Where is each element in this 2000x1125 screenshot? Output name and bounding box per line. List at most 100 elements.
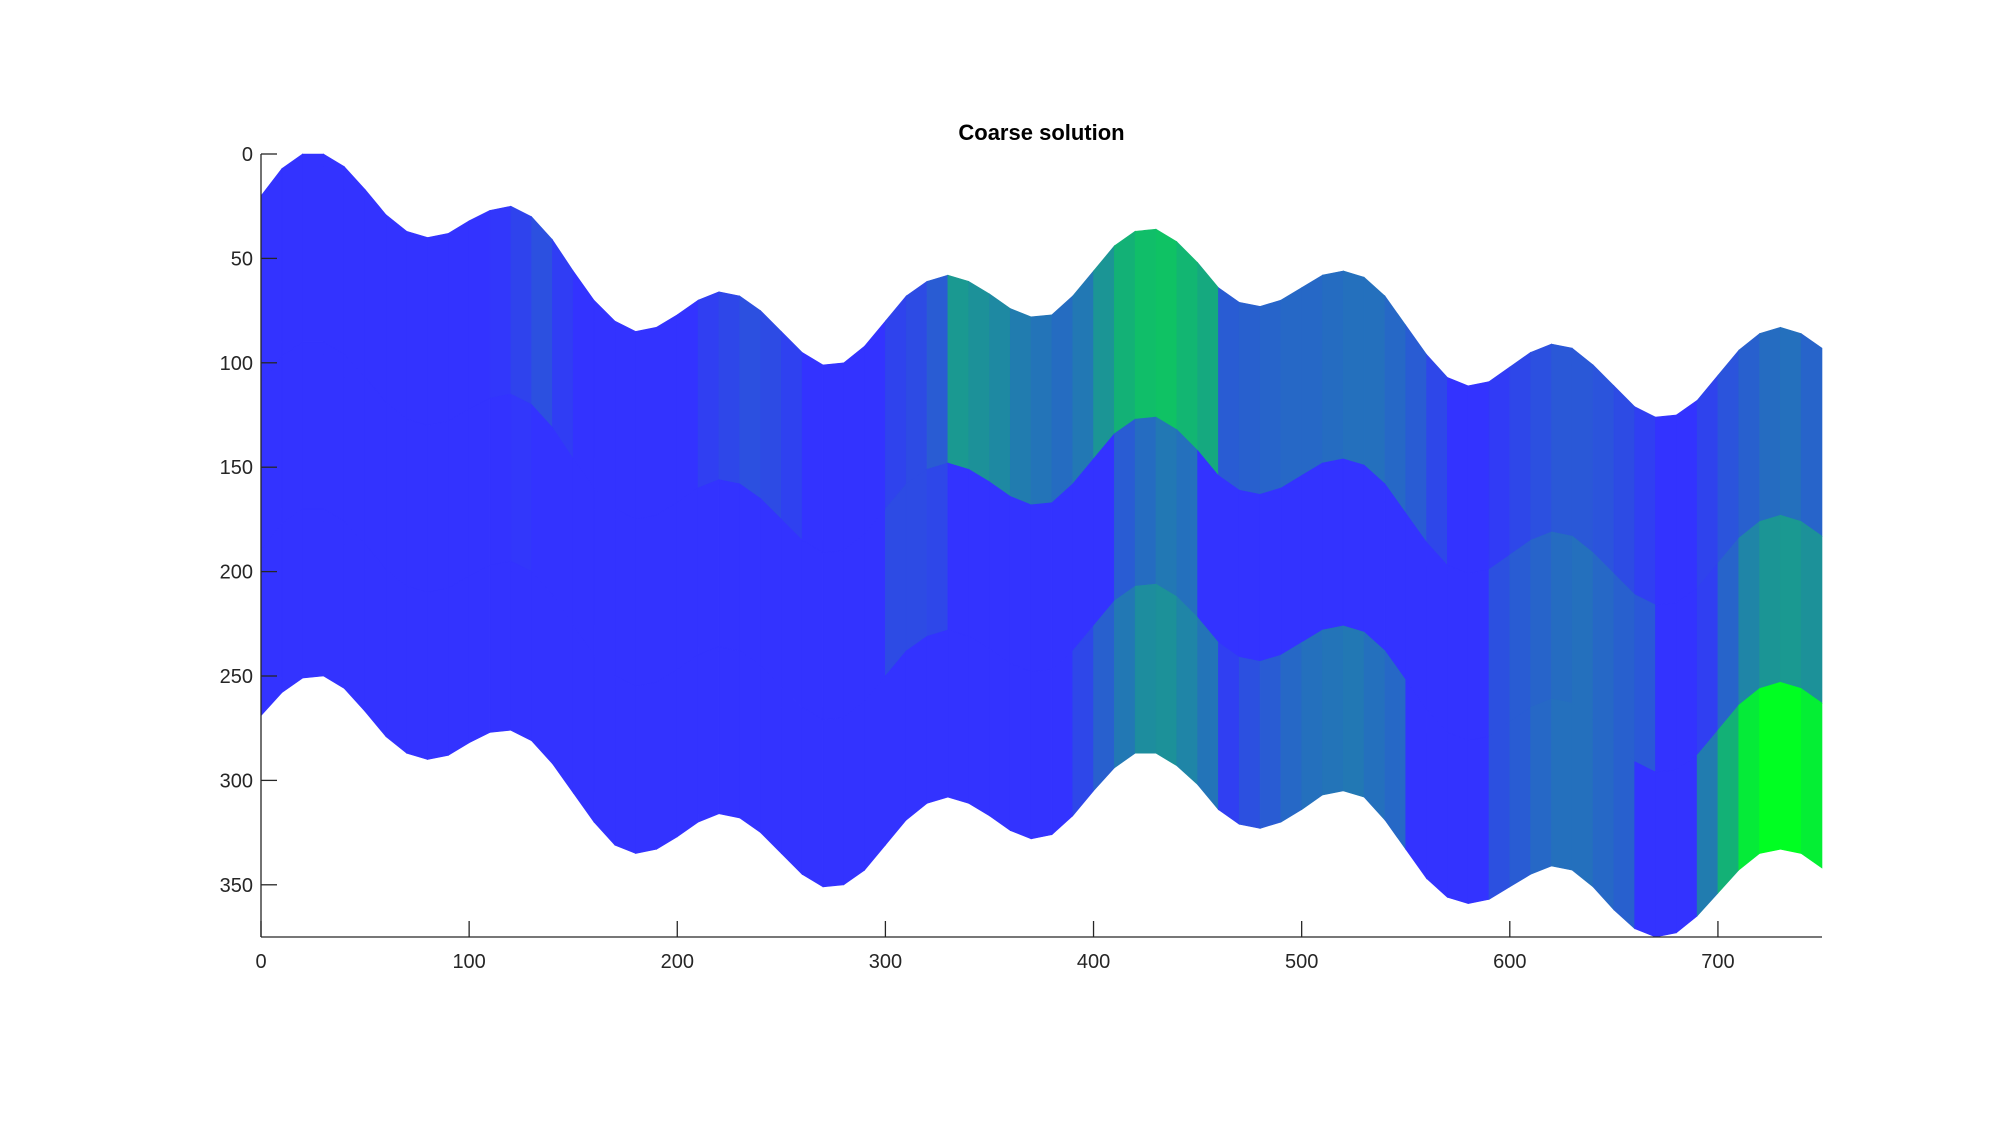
heatmap-cell [1800,332,1823,537]
heatmap-cell [531,403,553,596]
heatmap-cell [385,568,407,754]
heatmap-cell [1447,376,1469,575]
heatmap-cell [947,629,969,804]
heatmap-cell [1009,308,1032,506]
heatmap-cell [760,497,782,688]
heatmap-cell [1509,706,1531,888]
heatmap-cell [489,393,512,566]
heatmap-cell [676,654,699,838]
y-tick-label: 350 [220,875,253,897]
heatmap-cell [1696,562,1719,757]
heatmap-cell [1405,679,1427,880]
heatmap-cell [1405,324,1427,544]
x-tick-label: 300 [869,951,902,973]
heatmap-cell [1197,449,1219,644]
heatmap-cell [1322,270,1344,464]
heatmap-cell [926,462,949,637]
heatmap-cell [510,393,532,573]
heatmap-cell [323,508,345,690]
heatmap-cell [947,274,969,470]
heatmap-cell [489,205,512,399]
heatmap-cell [1447,564,1469,742]
heatmap-cell [1301,629,1323,811]
heatmap-cell [739,295,761,500]
heatmap-cell [1676,754,1698,934]
heatmap-cell [364,188,387,404]
y-tick-label: 50 [231,248,253,270]
heatmap-cell [468,397,491,577]
heatmap-cell [905,468,928,652]
heatmap-cell [1384,482,1407,682]
heatmap-cells [260,153,1823,938]
heatmap-cell [989,481,1011,665]
heatmap-cell [1509,539,1531,723]
heatmap-cell [510,205,532,406]
heatmap-cell [968,635,990,817]
heatmap-cell [885,650,907,846]
heatmap-cell [1322,625,1344,796]
heatmap-cell [718,291,741,485]
heatmap-cell [1363,464,1386,652]
heatmap-cell [1488,366,1511,571]
heatmap-cell [905,635,928,821]
heatmap-cell [1134,228,1157,420]
heatmap-cell [1218,287,1240,491]
heatmap-cell [1759,326,1781,522]
heatmap-cell [1197,261,1219,477]
heatmap-cell [1363,631,1386,821]
heatmap-cell [968,280,990,483]
heatmap-cell [697,291,720,489]
heatmap-cell [1238,489,1261,662]
heatmap-cell [822,717,845,888]
y-tick-label: 200 [220,562,253,584]
heatmap-cell [697,479,720,656]
heatmap-cell [593,299,616,510]
heatmap-cell [864,675,886,872]
heatmap-cell [781,518,803,709]
heatmap-cell [1530,698,1552,875]
heatmap-cell [1384,295,1407,515]
heatmap-cell [364,543,387,738]
x-tick-label: 0 [255,951,266,973]
heatmap-cell [1363,276,1386,485]
heatmap-cell [1592,364,1615,575]
y-tick-label: 150 [220,457,253,479]
heatmap-cell [1030,669,1053,840]
heatmap-cell [1093,245,1115,460]
heatmap-cell [1551,531,1573,704]
heatmap-cell [989,293,1011,498]
heatmap-cell [635,326,657,520]
heatmap-cell [676,487,699,671]
heatmap-cell [1551,343,1573,537]
heatmap-cell [1134,416,1157,587]
heatmap-cell [1072,625,1094,817]
heatmap-cell [1030,502,1053,673]
heatmap-cell [1467,736,1490,904]
heatmap-cell [822,362,845,554]
heatmap-cell [1759,681,1781,854]
heatmap-cell [1342,270,1365,466]
heatmap-cell [552,593,574,794]
heatmap-cell [364,376,387,571]
heatmap-cell [905,280,928,485]
heatmap-cell [1259,487,1282,662]
heatmap-cell [739,483,761,667]
heatmap-cell [1634,761,1656,938]
heatmap-cell [323,153,345,355]
heatmap-cell [1571,535,1594,721]
heatmap-cell [1114,585,1136,769]
heatmap-cell [864,508,886,702]
heatmap-cell [510,560,532,742]
heatmap-cell [260,355,283,552]
heatmap-cell [552,238,574,460]
heatmap-cell [281,508,303,694]
heatmap-cell [1238,301,1261,495]
heatmap-cell [448,220,470,422]
x-tick-label: 700 [1701,951,1734,973]
heatmap-cell [1114,230,1136,435]
heatmap-cell [1551,698,1573,871]
chart-title: Coarse solution [958,120,1124,145]
y-tick-label: 0 [242,144,253,166]
heatmap-cell [635,681,657,854]
